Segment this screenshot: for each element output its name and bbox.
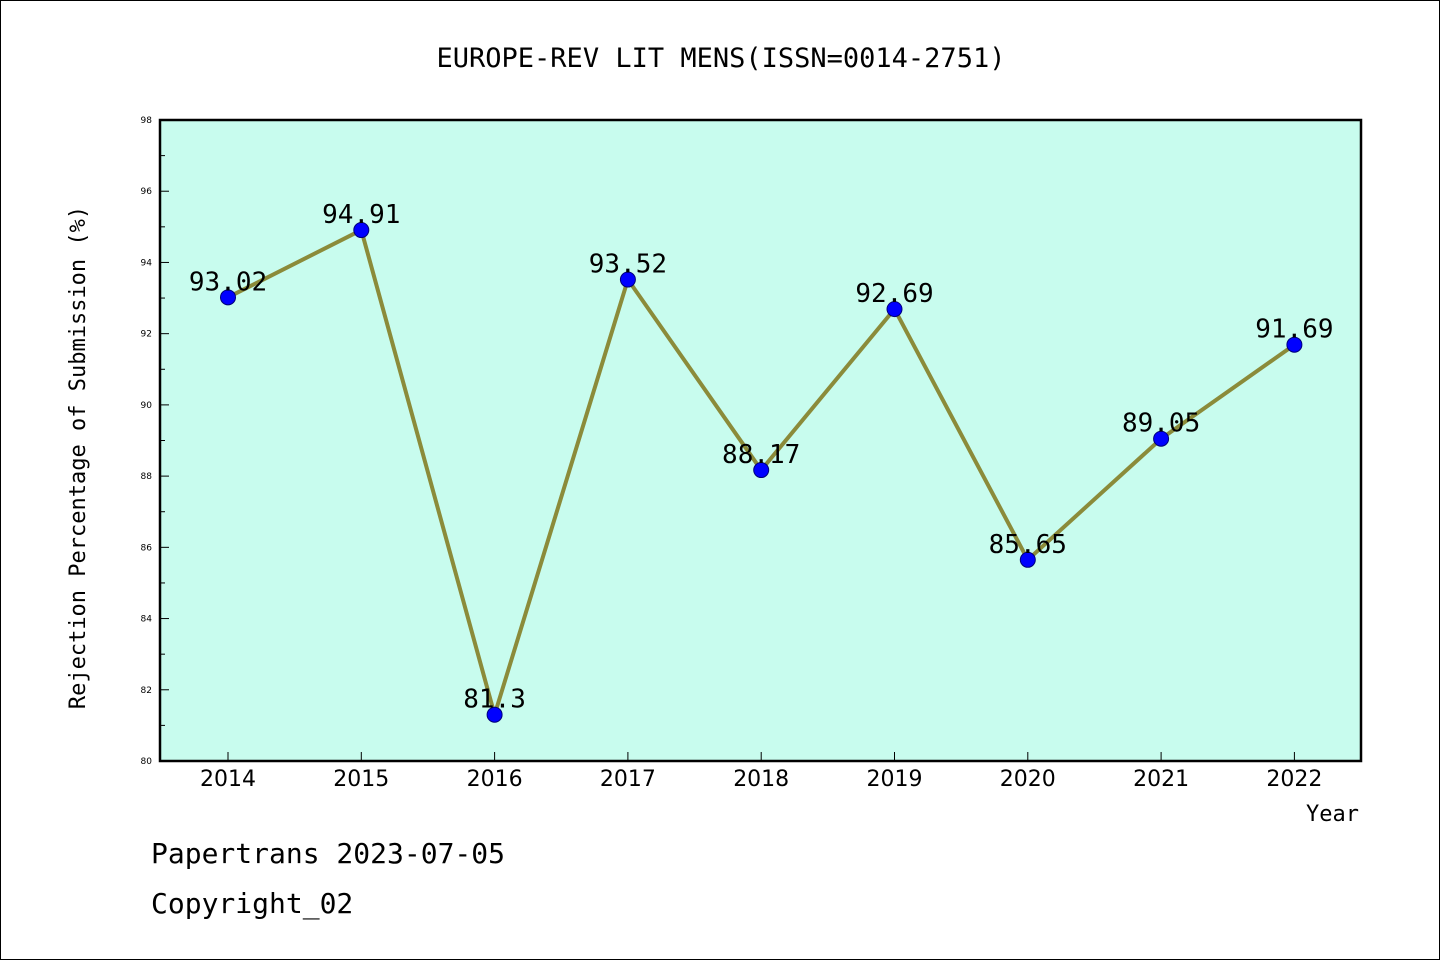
y-tick-label: 98 <box>141 116 153 126</box>
data-label: 94.91 <box>322 200 400 230</box>
data-label: 91.69 <box>1255 315 1333 345</box>
y-tick-label: 96 <box>141 187 153 197</box>
y-tick-label: 80 <box>141 757 153 767</box>
x-tick-label: 2015 <box>333 767 389 792</box>
data-point-marker <box>353 222 370 239</box>
data-point-marker <box>1286 336 1303 353</box>
chart-title: EUROPE-REV LIT MENS(ISSN=0014-2751) <box>437 43 1006 74</box>
x-tick-label: 2018 <box>733 767 789 792</box>
data-label: 92.69 <box>855 279 933 309</box>
data-point-marker <box>886 301 903 318</box>
x-tick-label: 2014 <box>200 767 256 792</box>
y-tick-label: 88 <box>141 472 153 482</box>
data-point-marker <box>220 289 236 306</box>
x-tick-label: 2019 <box>867 767 923 792</box>
x-tick-label: 2022 <box>1266 767 1322 792</box>
data-label: 81.3 <box>463 685 526 715</box>
data-point-marker <box>1019 551 1036 568</box>
data-label: 88.17 <box>722 440 800 470</box>
x-axis-label: Year <box>1306 802 1359 827</box>
y-tick-label: 90 <box>141 401 153 411</box>
y-tick-label: 84 <box>141 615 153 625</box>
plot-area-border <box>158 118 1363 763</box>
data-label: 85.65 <box>989 530 1067 560</box>
y-axis-label: Rejection Percentage of Submission (%) <box>66 206 91 709</box>
y-tick-label: 92 <box>141 330 152 340</box>
y-tick-label: 82 <box>141 686 152 696</box>
data-label: 93.02 <box>189 267 267 297</box>
footer-copyright-text: Copyright_02 <box>151 887 354 920</box>
data-point-marker <box>619 271 636 288</box>
x-tick-label: 2017 <box>600 767 656 792</box>
data-label: 89.05 <box>1122 409 1200 439</box>
footer-date-text: Papertrans 2023-07-05 <box>151 837 506 870</box>
y-tick-label: 86 <box>141 543 153 553</box>
data-point-marker <box>753 462 770 479</box>
data-label: 93.52 <box>589 250 667 280</box>
y-tick-label: 94 <box>141 258 153 268</box>
x-tick-label: 2016 <box>467 767 523 792</box>
data-point-marker <box>486 706 503 723</box>
x-tick-label: 2020 <box>1000 767 1056 792</box>
data-point-marker <box>1153 430 1170 447</box>
x-tick-label: 2021 <box>1133 767 1189 792</box>
